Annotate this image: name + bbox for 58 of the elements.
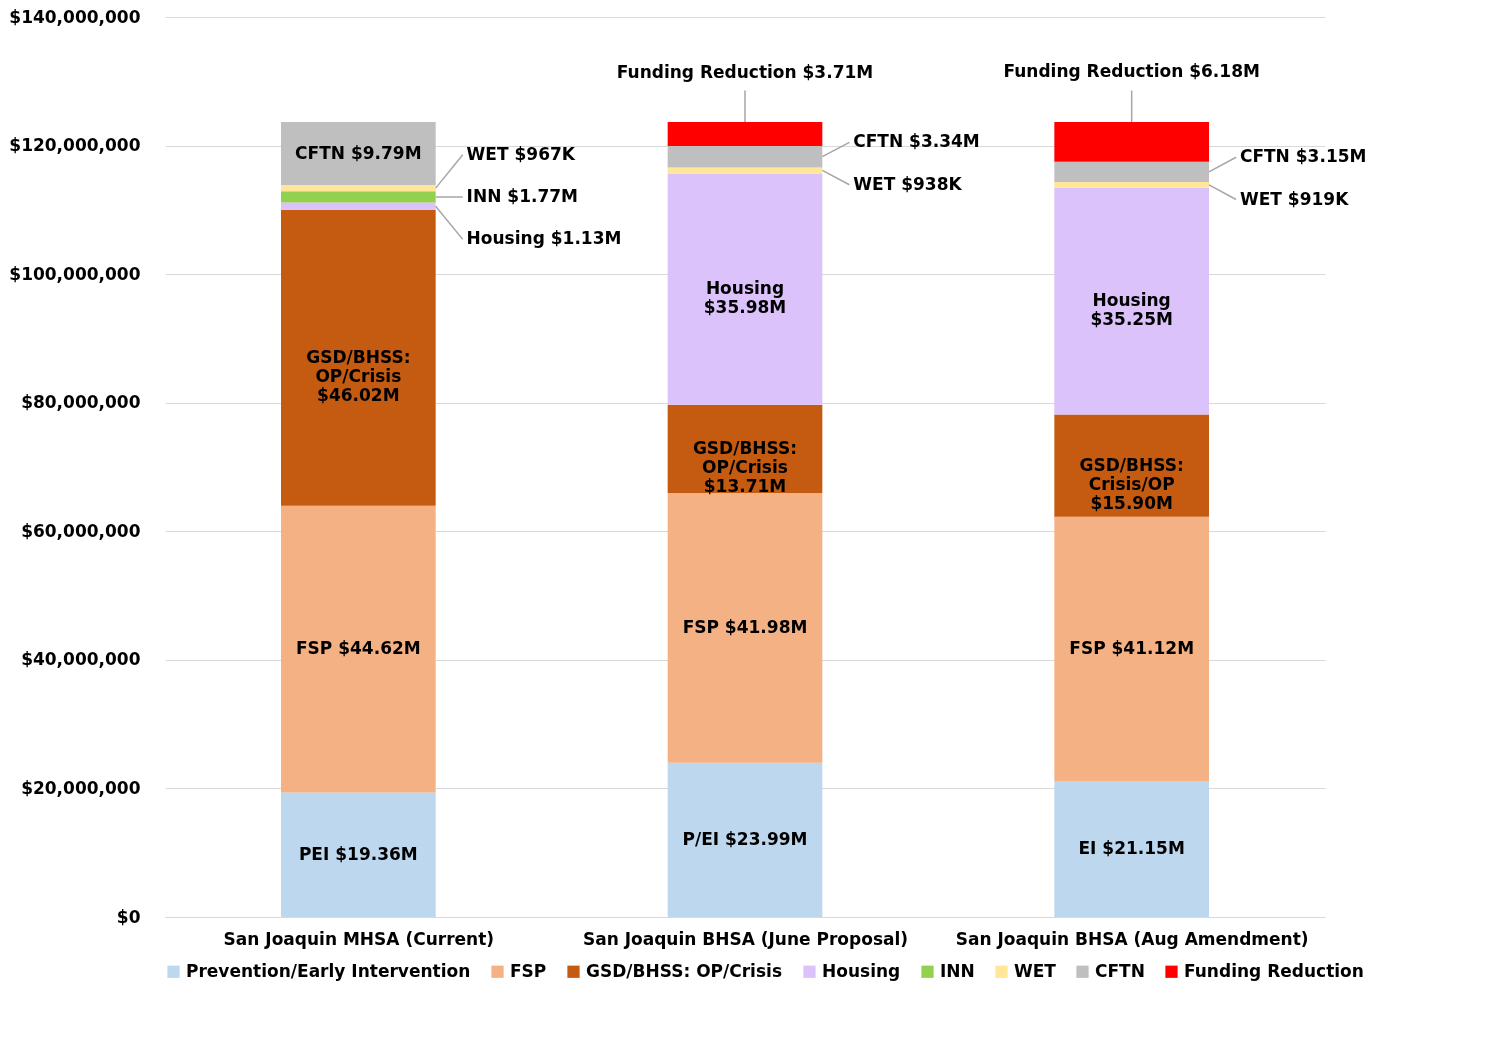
data-label: EI $21.15M bbox=[1078, 838, 1185, 859]
bar bbox=[281, 202, 436, 210]
legend-label: Housing bbox=[822, 960, 901, 981]
bar bbox=[1054, 161, 1209, 182]
y-tick-label: $20,000,000 bbox=[21, 777, 141, 798]
data-label: WET $967K bbox=[466, 143, 576, 164]
bar bbox=[1054, 121, 1209, 162]
legend-label: WET bbox=[1014, 960, 1057, 981]
bar bbox=[667, 122, 823, 146]
bar bbox=[667, 762, 823, 917]
y-tick-label: $120,000,000 bbox=[9, 135, 141, 156]
y-tick-label: $60,000,000 bbox=[21, 520, 141, 541]
data-label: FSP $41.98M bbox=[682, 616, 808, 637]
x-tick-label: San Joaquin BHSA (June Proposal) bbox=[582, 928, 909, 949]
legend-label: CFTN bbox=[1095, 960, 1145, 981]
legend-label: GSD/BHSS: OP/Crisis bbox=[586, 960, 783, 981]
data-label: Housing $1.13M bbox=[466, 228, 622, 249]
y-tick-label: $0 bbox=[116, 906, 141, 927]
y-tick-label: $140,000,000 bbox=[9, 6, 141, 27]
data-label: Housing $35.98M bbox=[703, 278, 787, 318]
bar bbox=[281, 185, 436, 192]
data-label: P/EI $23.99M bbox=[682, 828, 808, 849]
legend-label: Funding Reduction bbox=[1184, 960, 1364, 981]
bar bbox=[1054, 187, 1209, 415]
data-label: Funding Reduction $6.18M bbox=[1003, 61, 1260, 82]
bar bbox=[281, 191, 436, 203]
data-label: FSP $41.12M bbox=[1069, 637, 1195, 658]
bar bbox=[1054, 781, 1209, 917]
bar bbox=[281, 209, 436, 506]
x-tick-label: San Joaquin BHSA (Aug Amendment) bbox=[955, 928, 1309, 949]
legend-label: Prevention/Early Intervention bbox=[186, 960, 471, 981]
data-label: Housing $35.25M bbox=[1090, 290, 1173, 330]
bar bbox=[667, 167, 823, 174]
bar bbox=[1054, 516, 1209, 782]
data-label: GSD/BHSS: OP/Crisis $46.02M bbox=[306, 346, 411, 405]
data-label: CFTN $9.79M bbox=[295, 142, 422, 163]
bar bbox=[667, 145, 823, 168]
data-label: WET $938K bbox=[853, 173, 963, 194]
data-label: WET $919K bbox=[1239, 188, 1350, 209]
data-label: CFTN $3.34M bbox=[853, 131, 980, 152]
bar bbox=[281, 505, 436, 793]
data-label: INN $1.77M bbox=[466, 186, 578, 207]
bar bbox=[667, 173, 823, 405]
data-label: GSD/BHSS: OP/Crisis $13.71M bbox=[692, 437, 798, 496]
data-label: CFTN $3.15M bbox=[1239, 146, 1367, 167]
data-label: PEI $19.36M bbox=[298, 843, 418, 864]
data-label: GSD/BHSS: Crisis/OP $15.90M bbox=[1079, 454, 1184, 513]
data-label: Funding Reduction $3.71M bbox=[616, 61, 874, 82]
legend-label: INN bbox=[940, 960, 975, 981]
y-tick-label: $80,000,000 bbox=[21, 392, 141, 413]
y-tick-label: $100,000,000 bbox=[9, 263, 141, 284]
bar bbox=[281, 122, 436, 185]
data-label: FSP $44.62M bbox=[295, 638, 421, 659]
bar bbox=[1054, 181, 1209, 188]
bar bbox=[281, 792, 436, 917]
y-tick-label: $40,000,000 bbox=[21, 649, 141, 670]
legend-label: FSP bbox=[510, 960, 547, 981]
x-tick-label: San Joaquin MHSA (Current) bbox=[223, 928, 495, 949]
